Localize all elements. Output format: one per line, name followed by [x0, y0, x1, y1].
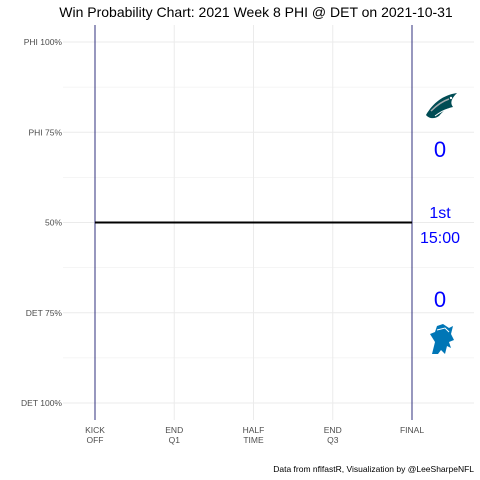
y-tick-label: DET 75% — [26, 308, 63, 318]
y-axis: PHI 100% PHI 75% 50% DET 75% DET 100% — [21, 37, 62, 408]
y-tick-label: PHI 75% — [28, 127, 62, 137]
eagles-logo-icon — [426, 93, 457, 119]
away-score: 0 — [434, 137, 446, 162]
home-score: 0 — [434, 287, 446, 312]
quarter-label: 1st — [429, 205, 451, 222]
y-tick-label: 50% — [45, 218, 62, 228]
x-tick-label: FINAL — [400, 425, 424, 435]
game-clock: 15:00 — [420, 230, 460, 247]
x-tick-label: HALF TIME — [243, 425, 265, 445]
x-tick-label: END Q1 — [165, 425, 183, 445]
lions-logo-icon — [430, 324, 454, 354]
caption: Data from nflfastR, Visualization by @Le… — [273, 464, 474, 474]
x-tick-label: END Q3 — [324, 425, 342, 445]
y-tick-label: PHI 100% — [24, 37, 63, 47]
chart-title: Win Probability Chart: 2021 Week 8 PHI @… — [59, 4, 453, 20]
y-tick-label: DET 100% — [21, 398, 62, 408]
x-axis: KICK OFF END Q1 HALF TIME END Q3 FINAL — [85, 425, 424, 445]
x-tick-label: KICK OFF — [85, 425, 105, 445]
